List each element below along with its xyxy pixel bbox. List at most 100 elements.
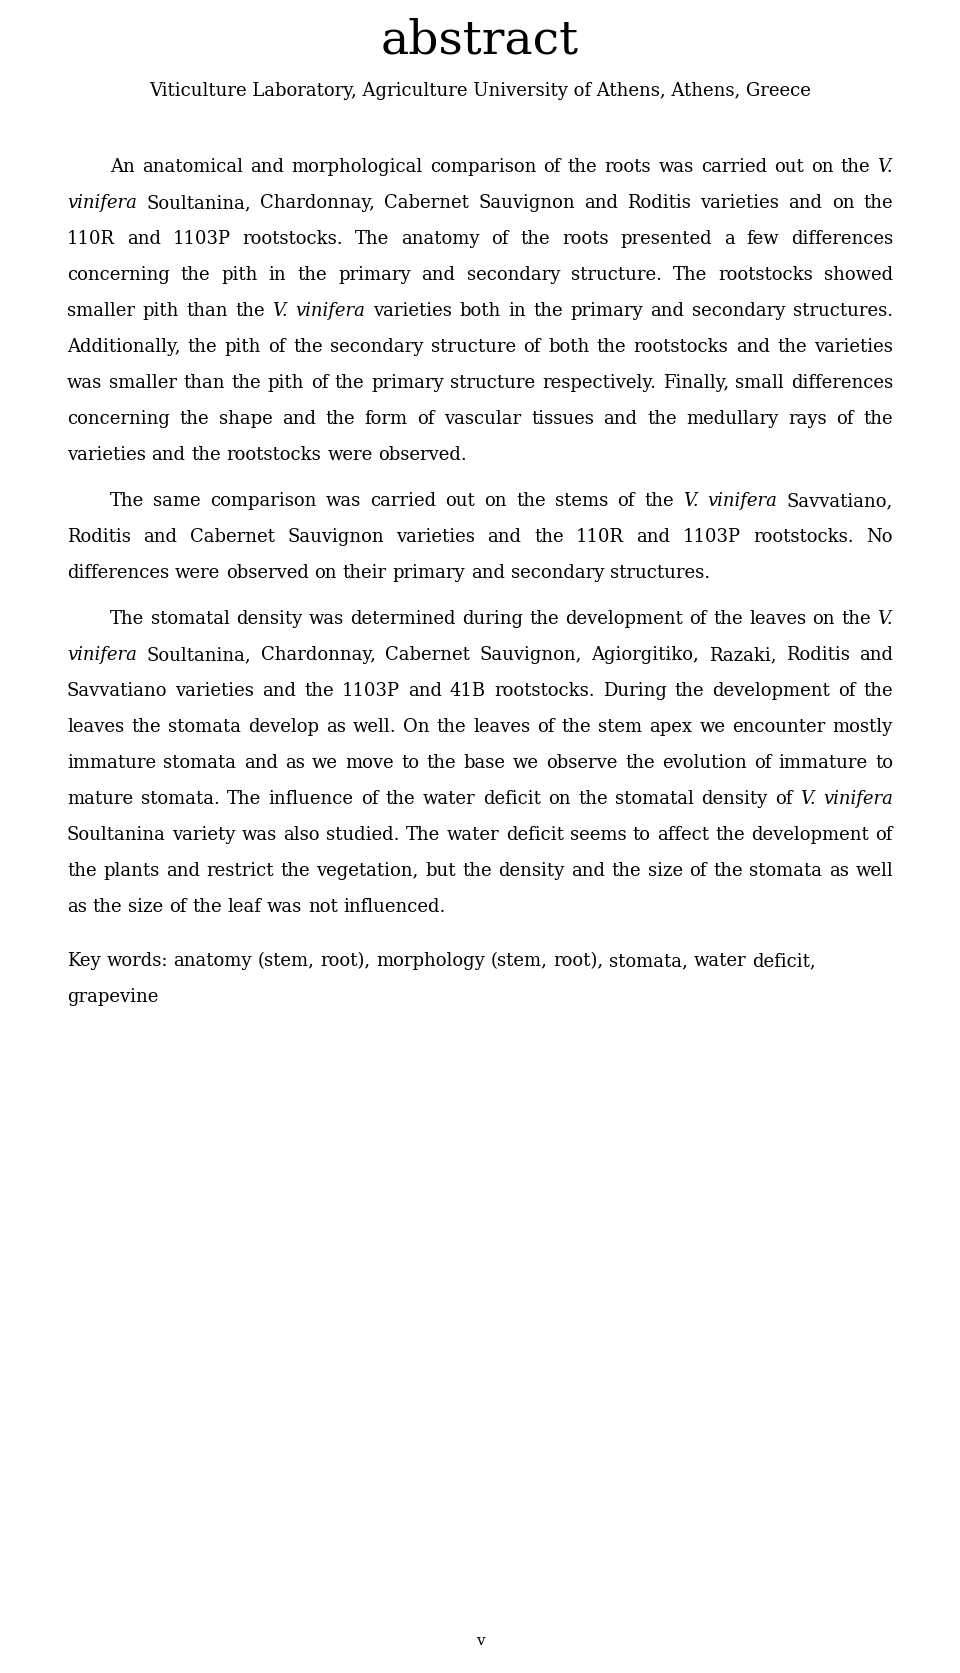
Text: vinifera: vinifera	[67, 646, 137, 664]
Text: was: was	[267, 898, 302, 917]
Text: the: the	[778, 338, 806, 356]
Text: rootstocks: rootstocks	[227, 447, 322, 463]
Text: anatomical: anatomical	[142, 157, 243, 176]
Text: of: of	[269, 338, 286, 356]
Text: the: the	[612, 862, 641, 880]
Text: Agiorgitiko,: Agiorgitiko,	[591, 646, 699, 664]
Text: we: we	[312, 755, 338, 771]
Text: The: The	[110, 611, 144, 627]
Text: The: The	[110, 492, 144, 510]
Text: During: During	[603, 683, 666, 699]
Text: vinifera: vinifera	[823, 790, 893, 808]
Text: the: the	[533, 303, 563, 320]
Text: carried: carried	[701, 157, 767, 176]
Text: of: of	[776, 790, 793, 808]
Text: the: the	[180, 410, 209, 428]
Text: Razaki,: Razaki,	[708, 646, 776, 664]
Text: than: than	[186, 303, 228, 320]
Text: of: of	[617, 492, 635, 510]
Text: observe: observe	[546, 755, 617, 771]
Text: the: the	[293, 338, 323, 356]
Text: leaves: leaves	[473, 718, 531, 736]
Text: the: the	[386, 790, 416, 808]
Text: structures.: structures.	[793, 303, 893, 320]
Text: on: on	[315, 564, 337, 582]
Text: base: base	[464, 755, 506, 771]
Text: and: and	[262, 683, 297, 699]
Text: water: water	[694, 952, 747, 970]
Text: the: the	[567, 157, 597, 176]
Text: stomatal: stomatal	[615, 790, 694, 808]
Text: the: the	[647, 410, 677, 428]
Text: primary: primary	[372, 375, 444, 391]
Text: influence: influence	[269, 790, 353, 808]
Text: influenced.: influenced.	[344, 898, 445, 917]
Text: was: was	[659, 157, 693, 176]
Text: the: the	[713, 862, 743, 880]
Text: during: during	[462, 611, 523, 627]
Text: medullary: medullary	[686, 410, 779, 428]
Text: development: development	[752, 826, 870, 843]
Text: seems: seems	[570, 826, 627, 843]
Text: 41B: 41B	[450, 683, 486, 699]
Text: same: same	[154, 492, 201, 510]
Text: secondary: secondary	[330, 338, 423, 356]
Text: encounter: encounter	[732, 718, 826, 736]
Text: leaves: leaves	[67, 718, 124, 736]
Text: determined: determined	[350, 611, 456, 627]
Text: V.: V.	[877, 611, 893, 627]
Text: the: the	[437, 718, 467, 736]
Text: the: the	[713, 611, 743, 627]
Text: in: in	[508, 303, 526, 320]
Text: density: density	[236, 611, 302, 627]
Text: varieties: varieties	[373, 303, 452, 320]
Text: Savvatiano,: Savvatiano,	[787, 492, 893, 510]
Text: and: and	[735, 338, 770, 356]
Text: pith: pith	[268, 375, 304, 391]
Text: and: and	[408, 683, 442, 699]
Text: of: of	[418, 410, 435, 428]
Text: and: and	[127, 229, 161, 248]
Text: Finally,: Finally,	[662, 375, 729, 391]
Text: structure: structure	[450, 375, 536, 391]
Text: V.: V.	[273, 303, 288, 320]
Text: the: the	[304, 683, 334, 699]
Text: varieties: varieties	[701, 194, 780, 212]
Text: structure.: structure.	[571, 266, 662, 284]
Text: structure: structure	[431, 338, 516, 356]
Text: primary: primary	[338, 266, 411, 284]
Text: varieties: varieties	[67, 447, 146, 463]
Text: rootstocks.: rootstocks.	[494, 683, 595, 699]
Text: restrict: restrict	[206, 862, 274, 880]
Text: develop: develop	[248, 718, 319, 736]
Text: tissues: tissues	[531, 410, 594, 428]
Text: differences: differences	[791, 375, 893, 391]
Text: and: and	[651, 303, 684, 320]
Text: vinifera: vinifera	[67, 194, 137, 212]
Text: varieties: varieties	[814, 338, 893, 356]
Text: of: of	[689, 611, 707, 627]
Text: affect: affect	[658, 826, 709, 843]
Text: as: as	[67, 898, 86, 917]
Text: and: and	[571, 862, 605, 880]
Text: and: and	[636, 529, 670, 545]
Text: of: of	[838, 683, 855, 699]
Text: pith: pith	[222, 266, 258, 284]
Text: development: development	[565, 611, 683, 627]
Text: 1103P: 1103P	[173, 229, 230, 248]
Text: Cabernet: Cabernet	[385, 646, 469, 664]
Text: the: the	[235, 303, 265, 320]
Text: studied.: studied.	[326, 826, 400, 843]
Text: rootstocks.: rootstocks.	[754, 529, 854, 545]
Text: Sauvignon: Sauvignon	[287, 529, 384, 545]
Text: observed.: observed.	[378, 447, 467, 463]
Text: morphological: morphological	[291, 157, 422, 176]
Text: the: the	[132, 718, 160, 736]
Text: the: the	[597, 338, 626, 356]
Text: as: as	[285, 755, 305, 771]
Text: The: The	[355, 229, 389, 248]
Text: of: of	[876, 826, 893, 843]
Text: development: development	[712, 683, 830, 699]
Text: than: than	[183, 375, 225, 391]
Text: Sauvignon: Sauvignon	[478, 194, 575, 212]
